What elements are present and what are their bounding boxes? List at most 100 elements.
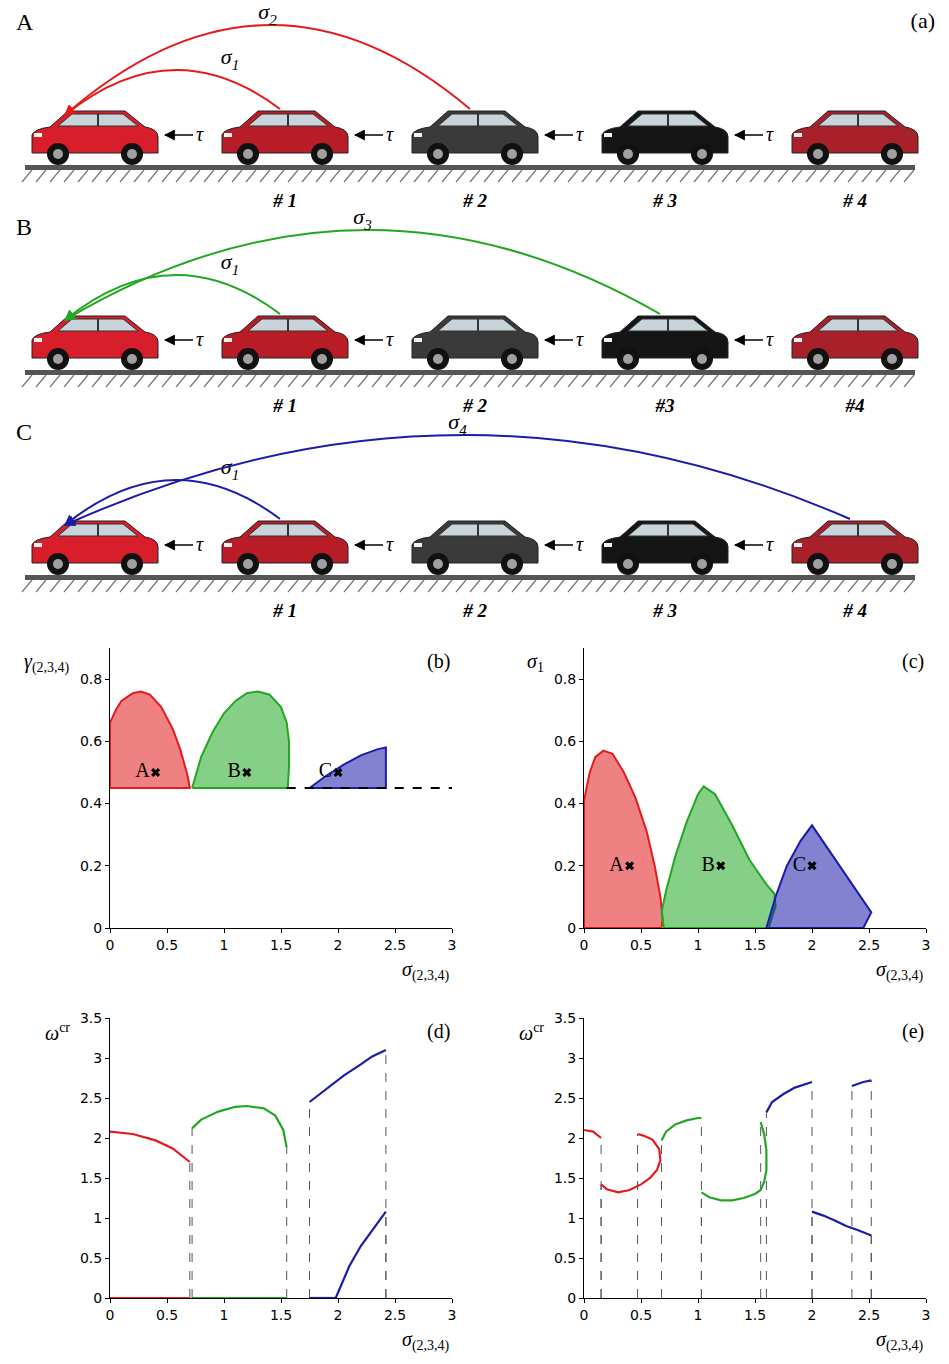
svg-text:0: 0 — [93, 1290, 102, 1306]
svg-text:(d): (d) — [427, 1020, 450, 1043]
svg-text:2.5: 2.5 — [80, 1090, 102, 1106]
svg-text:σ1: σ1 — [221, 44, 239, 73]
svg-text:# 1: # 1 — [272, 190, 297, 211]
svg-text:# 4: # 4 — [842, 190, 867, 211]
svg-text:3.5: 3.5 — [80, 1010, 102, 1026]
svg-text:τ: τ — [386, 328, 394, 350]
svg-text:2: 2 — [567, 1130, 576, 1146]
svg-text:τ: τ — [386, 123, 394, 145]
svg-text:A: A — [135, 759, 150, 781]
svg-text:τ: τ — [196, 123, 204, 145]
svg-text:1: 1 — [694, 1307, 703, 1323]
svg-text:3: 3 — [922, 937, 931, 953]
svg-text:σ​(2,3,4)​: σ​(2,3,4)​ — [402, 958, 450, 984]
svg-text:3: 3 — [448, 1307, 457, 1323]
svg-text:σ​(2,3,4)​: σ​(2,3,4)​ — [402, 1328, 450, 1354]
svg-text:# 3: # 3 — [652, 190, 677, 211]
svg-text:3: 3 — [922, 1307, 931, 1323]
svg-text:1: 1 — [93, 1210, 102, 1226]
svg-text:0: 0 — [580, 937, 589, 953]
svg-text:1.5: 1.5 — [80, 1170, 102, 1186]
svg-text:#3: #3 — [655, 395, 675, 416]
svg-text:2: 2 — [93, 1130, 102, 1146]
svg-text:σ1: σ1 — [221, 249, 239, 278]
svg-text:1.5: 1.5 — [270, 937, 292, 953]
svg-text:τ: τ — [766, 533, 774, 555]
svg-text:τ: τ — [576, 123, 584, 145]
svg-text:C: C — [793, 853, 806, 875]
svg-text:0: 0 — [93, 920, 102, 936]
svg-text:0.8: 0.8 — [554, 671, 576, 687]
svg-text:1.5: 1.5 — [270, 1307, 292, 1323]
svg-text:3: 3 — [448, 937, 457, 953]
svg-text:0: 0 — [580, 1307, 589, 1323]
svg-text:3.5: 3.5 — [554, 1010, 576, 1026]
svg-text:B: B — [16, 214, 32, 240]
svg-text:σ4: σ4 — [448, 409, 467, 438]
svg-text:(c): (c) — [902, 650, 924, 673]
svg-text:1: 1 — [220, 937, 229, 953]
svg-text:2.5: 2.5 — [858, 1307, 880, 1323]
svg-text:B: B — [227, 759, 240, 781]
svg-text:τ: τ — [386, 533, 394, 555]
svg-text:0: 0 — [106, 937, 115, 953]
svg-text:σ​(2,3,4)​: σ​(2,3,4)​ — [876, 958, 924, 984]
svg-text:(b): (b) — [427, 650, 450, 673]
svg-text:3: 3 — [567, 1050, 576, 1066]
svg-text:A: A — [16, 9, 34, 35]
svg-text:1.5: 1.5 — [554, 1170, 576, 1186]
svg-text:τ: τ — [576, 328, 584, 350]
svg-text:0: 0 — [106, 1307, 115, 1323]
svg-text:0.5: 0.5 — [80, 1250, 102, 1266]
svg-text:3: 3 — [93, 1050, 102, 1066]
svg-text:σ​1​: σ​1​ — [527, 650, 544, 675]
svg-text:2: 2 — [808, 937, 817, 953]
svg-text:ω​cr​: ω​cr​ — [45, 1020, 70, 1044]
svg-text:1: 1 — [567, 1210, 576, 1226]
svg-text:τ: τ — [766, 123, 774, 145]
svg-text:2: 2 — [334, 937, 343, 953]
svg-text:0.8: 0.8 — [80, 671, 102, 687]
svg-text:σ2: σ2 — [258, 0, 277, 28]
svg-text:C: C — [16, 419, 32, 445]
svg-text:2.5: 2.5 — [858, 937, 880, 953]
svg-text:A: A — [609, 853, 624, 875]
svg-text:0.5: 0.5 — [156, 937, 178, 953]
svg-text:σ​(2,3,4)​: σ​(2,3,4)​ — [876, 1328, 924, 1354]
svg-text:# 2: # 2 — [462, 600, 487, 620]
svg-text:0: 0 — [567, 1290, 576, 1306]
svg-text:τ: τ — [196, 533, 204, 555]
svg-text:1: 1 — [220, 1307, 229, 1323]
svg-text:0.5: 0.5 — [630, 1307, 652, 1323]
svg-text:# 2: # 2 — [462, 190, 487, 211]
svg-text:1.5: 1.5 — [744, 937, 766, 953]
svg-text:B: B — [701, 853, 714, 875]
svg-text:1: 1 — [694, 937, 703, 953]
svg-text:0.4: 0.4 — [554, 795, 576, 811]
svg-text:0: 0 — [567, 920, 576, 936]
svg-text:0.6: 0.6 — [80, 733, 102, 749]
svg-text:0.2: 0.2 — [554, 858, 576, 874]
svg-text:# 1: # 1 — [272, 600, 297, 620]
svg-text:2: 2 — [334, 1307, 343, 1323]
svg-text:2.5: 2.5 — [384, 937, 406, 953]
svg-text:γ​(2,3,4)​: γ​(2,3,4)​ — [24, 650, 70, 676]
svg-text:τ: τ — [196, 328, 204, 350]
svg-text:C: C — [319, 759, 332, 781]
svg-text:# 1: # 1 — [272, 395, 297, 416]
svg-text:0.5: 0.5 — [630, 937, 652, 953]
svg-text:σ3: σ3 — [353, 204, 371, 233]
svg-text:# 3: # 3 — [652, 600, 677, 620]
svg-text:0.4: 0.4 — [80, 795, 102, 811]
svg-text:τ: τ — [576, 533, 584, 555]
svg-text:(a): (a) — [911, 8, 935, 33]
svg-text:0.2: 0.2 — [80, 858, 102, 874]
svg-text:# 4: # 4 — [842, 600, 867, 620]
svg-text:τ: τ — [766, 328, 774, 350]
svg-text:0.5: 0.5 — [156, 1307, 178, 1323]
svg-text:0.5: 0.5 — [554, 1250, 576, 1266]
svg-text:2.5: 2.5 — [554, 1090, 576, 1106]
svg-text:# 2: # 2 — [462, 395, 487, 416]
svg-text:1.5: 1.5 — [744, 1307, 766, 1323]
svg-text:0.6: 0.6 — [554, 733, 576, 749]
